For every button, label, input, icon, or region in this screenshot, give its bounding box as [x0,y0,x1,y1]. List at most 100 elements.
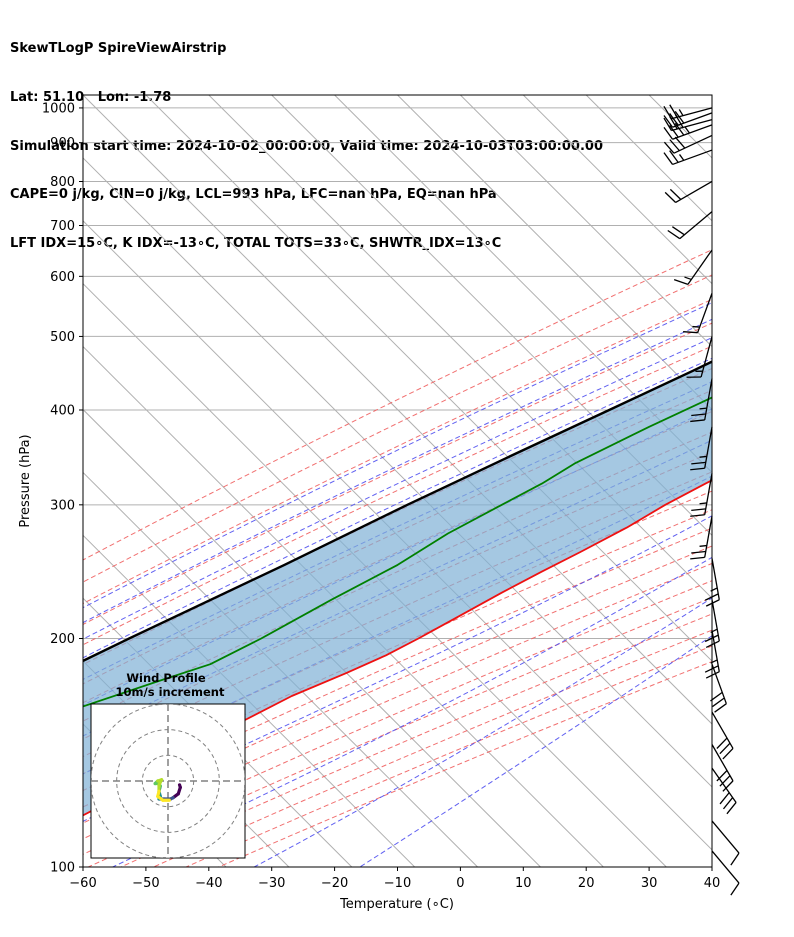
dry-adiabat-90 [83,509,712,792]
isotherm-0 [460,95,712,348]
wind-barb [711,767,737,815]
barb-flag [663,152,674,165]
x-tick-label: 0 [456,876,464,891]
barb-flag [663,127,674,140]
barb-half-flag [699,407,707,410]
barb-flag [690,419,705,423]
barb-shaft [711,663,727,704]
barb-flag [669,188,682,200]
title-line-cape: CAPE=0 j/kg, CIN=0 j/kg, LCL=993 hPa, LF… [10,187,497,203]
barb-flag [712,697,725,708]
wind-barb [690,378,713,423]
axes: Temperature (∘C) Pressure (hPa) −60 −50 −4… [18,101,720,912]
barb-shaft [711,711,734,749]
barb-flag [673,278,689,285]
y-tick-label: 300 [50,498,75,513]
barb-shaft [711,767,737,803]
barb-flag [663,117,672,131]
barb-flag [683,331,698,334]
isotherm--100 [83,345,604,867]
barb-shaft [711,558,720,600]
barb-flag [669,139,680,152]
y-tick-label: 700 [50,219,75,234]
y-tick-label: 600 [50,270,75,285]
wind-barb [711,711,734,760]
barb-half-flag [679,154,685,161]
barb-shaft [711,744,734,782]
barb-flag [704,665,719,673]
barb-shaft [711,850,740,884]
barb-shaft [704,378,713,421]
barb-shaft [671,119,713,132]
barb-flag [674,111,685,124]
barb-flag [667,229,681,240]
wind-barb [710,663,727,713]
barb-flag [669,124,679,138]
y-tick-label: 100 [50,861,75,876]
x-tick-label: −60 [69,876,96,891]
x-tick-label: 20 [578,876,595,891]
isotherm--20 [334,95,712,474]
barb-flag [691,508,706,512]
title-line-location: Lat: 51.10 Lon: -1.78 [10,90,172,106]
isotherm--10 [397,95,712,411]
x-axis-label: Temperature (∘C) [339,897,454,912]
hodograph-inset: Wind Profile 10m/s increment [90,671,246,859]
barb-half-flag [710,659,718,664]
barb-flag [722,780,734,792]
wind-barb [663,114,713,132]
y-tick-label: 500 [50,330,75,345]
wind-barb [663,111,713,128]
barb-shaft [711,599,720,642]
barb-flag [671,226,685,236]
isotherm--120 [83,471,478,867]
wind-barb [663,149,713,166]
barb-flag [704,634,719,643]
hodograph-subtitle: 10m/s increment [116,685,225,699]
barb-flag [669,113,679,126]
x-tick-label: −20 [321,876,348,891]
isotherm-10 [522,95,712,285]
isotherm-40 [711,95,712,96]
wind-barb [690,515,713,560]
wind-barb [690,473,713,517]
barb-flag [674,136,686,149]
barb-shaft [675,180,713,204]
barb-flag [674,122,685,136]
barb-flag [730,882,740,896]
barb-shaft [671,107,713,120]
barb-flag [716,737,728,749]
barb-flag [726,802,737,815]
barb-flag [690,467,705,471]
y-tick-label: 400 [50,403,75,418]
barb-flag [674,114,684,128]
x-tick-label: −10 [384,876,411,891]
barb-flag [663,115,674,128]
barb-half-flag [699,544,707,547]
dewpoint-line [83,396,712,708]
x-tick-label: −30 [258,876,285,891]
moist-adiabat--5 [83,318,712,624]
barb-flag [663,141,675,154]
wind-barb [663,122,713,140]
barb-shaft [711,820,740,854]
barb-flag [722,797,734,810]
barb-flag [719,792,730,805]
barb-shaft [673,134,713,154]
wind-barb [664,180,713,204]
wind-barb [683,293,713,334]
x-tick-label: 30 [641,876,658,891]
barb-flag [730,852,740,866]
wind-barb [711,744,734,792]
wind-barb [663,134,713,154]
wind-barb [711,820,740,866]
barb-flag [705,640,720,648]
barb-flag [719,775,731,787]
wind-barb [711,850,740,896]
dry-adiabat--10 [83,298,712,605]
barb-shaft [711,630,720,672]
y-axis-label: Pressure (hPa) [18,434,33,527]
barb-flag [664,191,677,203]
wind-barb [686,336,713,378]
